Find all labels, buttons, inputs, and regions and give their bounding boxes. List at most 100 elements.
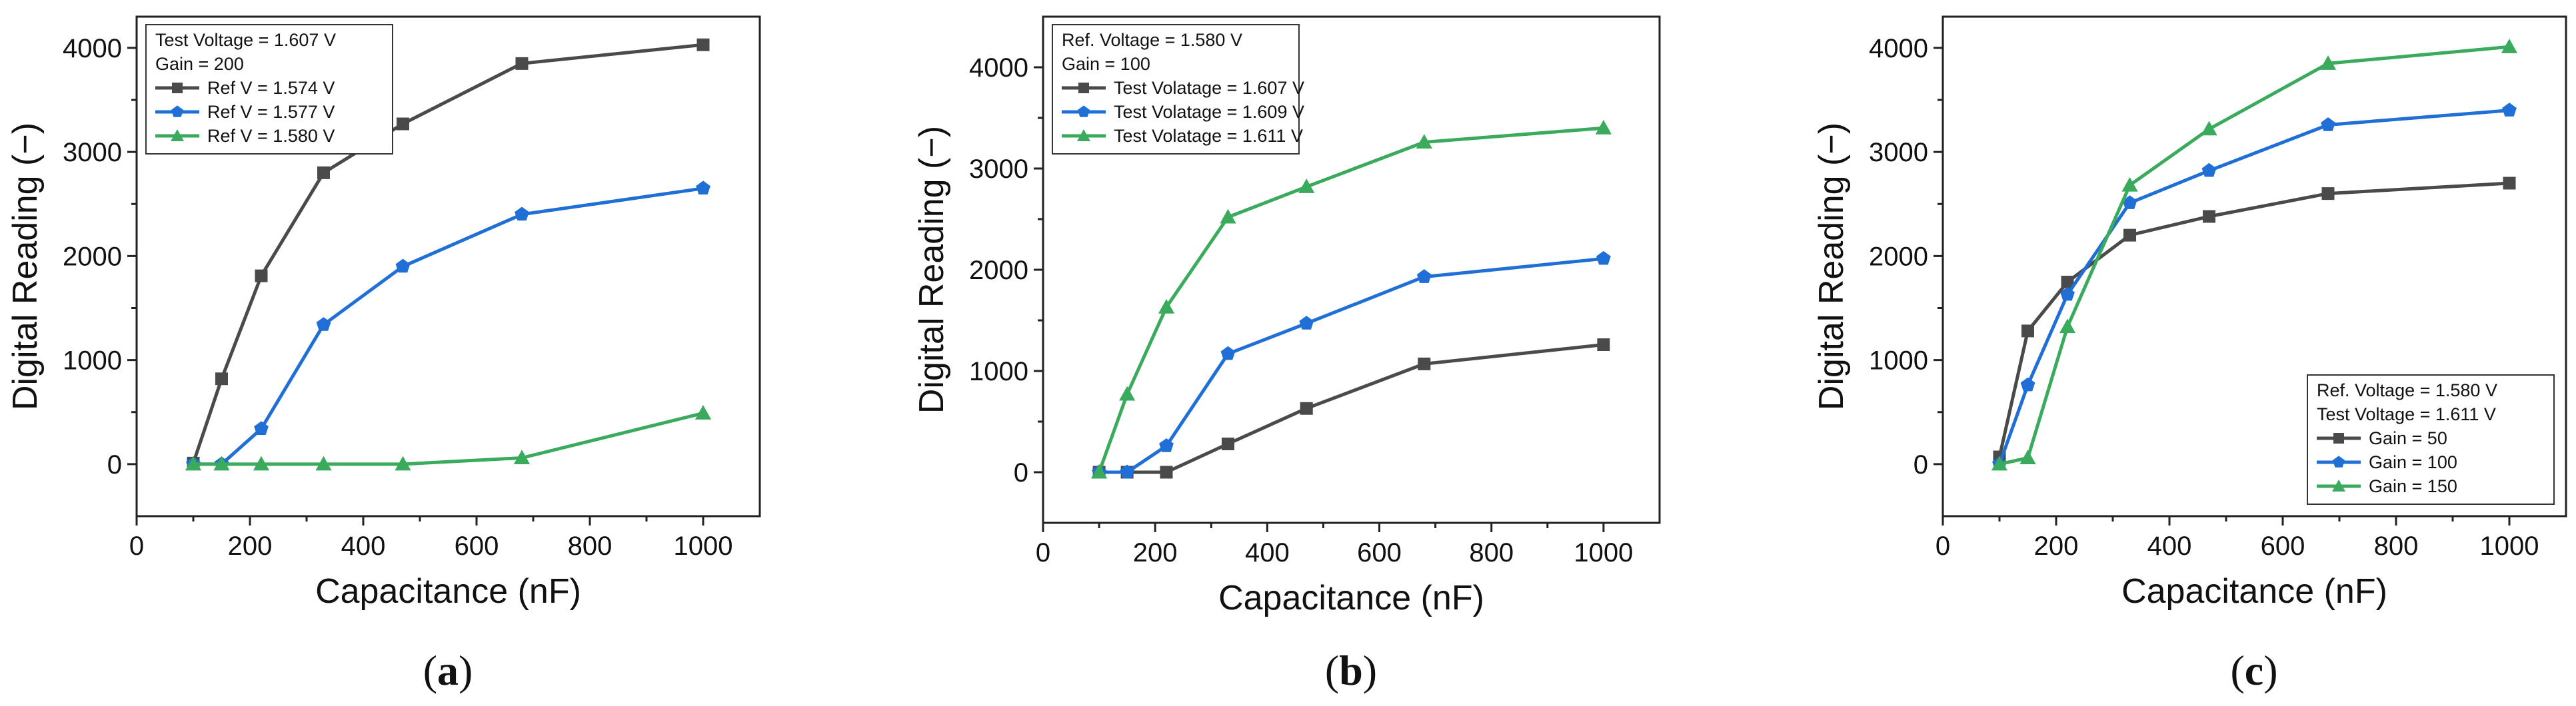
legend-swatch-marker [2333,433,2344,444]
chart-panel-b: 0 200 400 600 800 1000 0 1000 2000 3000 4000 Capaci… [912,15,1661,694]
series-line-3 [193,411,704,466]
x-tick-label: 1000 [674,531,733,561]
y-tick-label: 3000 [1869,138,1928,167]
y-axis-title: Digital Reading (−) [6,123,45,410]
x-tick-label: 800 [568,531,613,561]
data-point [2321,117,2335,131]
y-axis-title: Digital Reading (−) [1812,123,1851,410]
plot-frame [135,15,761,518]
x-tick-label: 200 [228,531,273,561]
x-tick-label: 200 [1133,538,1178,567]
data-point [1300,402,1313,415]
data-point [2020,377,2035,392]
data-point [1119,386,1136,401]
data-point [1159,438,1174,452]
data-point [694,405,712,420]
legend-entry-3: Test Volatage = 1.611 V [1114,126,1303,146]
y-tick-label: 0 [1914,450,1928,480]
data-point [1991,456,2008,471]
x-tick-label: 600 [455,531,499,561]
legend-entry-2: Ref V = 1.577 V [207,102,335,122]
legend-entry-2: Test Volatage = 1.609 V [1114,102,1304,122]
series-line-1 [1099,343,1604,474]
series-line-2 [193,186,704,466]
legend-header: Gain = 100 [1062,54,1150,74]
data-point [1160,466,1173,479]
data-point [395,456,411,471]
legend-entry-3: Ref V = 1.580 V [207,126,335,146]
legend-swatch-marker [171,105,184,117]
legend-entry-1: Ref V = 1.574 V [207,78,335,98]
x-tick-label: 800 [2374,531,2419,561]
legend-header: Gain = 200 [155,54,244,74]
x-tick-label: 0 [129,531,144,561]
x-axis-title: Capacitance (nF) [2121,572,2387,611]
series-line-2 [1099,256,1604,474]
chart-panel-a: 0 200 400 600 800 1000 0 1000 2000 3000 4000 Capaci… [6,15,761,694]
data-point [185,456,202,471]
data-point [253,456,270,471]
data-point [2123,228,2136,242]
plot-frame [1941,15,2567,518]
data-point [2501,39,2518,53]
data-point [515,206,529,221]
data-point [1299,316,1314,330]
x-tick-label: 400 [341,531,386,561]
x-tick-label: 800 [1469,538,1514,567]
y-tick-label: 2000 [1869,242,1928,271]
data-point [316,317,331,331]
data-point [1418,357,1431,370]
data-point [2201,163,2217,177]
y-tick-label: 0 [1014,458,1028,488]
data-point [1158,298,1175,314]
legend-header: Ref. Voltage = 1.580 V [2317,380,2497,400]
data-point [2201,121,2217,136]
data-point [1298,178,1315,193]
y-tick-label: 2000 [63,242,122,271]
data-point [315,456,332,471]
data-point [397,117,409,131]
y-tick-label: 3000 [969,155,1028,184]
data-point [2321,187,2335,200]
legend-swatch-marker [172,83,183,93]
legend-header: Test Voltage = 1.611 V [2317,404,2496,424]
panel-label: (a) [423,647,473,694]
data-point [395,258,411,273]
y-tick-label: 4000 [969,53,1028,83]
data-point [1090,464,1108,479]
x-tick-label: 400 [2147,531,2192,561]
legend-swatch-marker [1078,83,1089,93]
x-axis-title: Capacitance (nF) [1218,579,1484,617]
y-tick-label: 2000 [969,256,1028,285]
data-point [696,38,710,51]
chart-panel-c: 0 200 400 600 800 1000 0 1000 2000 3000 4000 Capaci… [1812,15,2567,694]
x-tick-label: 200 [2034,531,2079,561]
data-point [515,57,529,70]
data-point [1416,269,1432,283]
data-point [696,180,710,194]
series-line-3 [1097,126,1604,473]
data-point [1597,338,1610,351]
y-tick-label: 1000 [1869,346,1928,376]
panel-label: (c) [2230,647,2277,694]
legend-entry-1: Test Volatage = 1.607 V [1114,78,1304,98]
data-point [215,372,228,386]
data-point [213,456,230,471]
panel-label: (b) [1325,647,1377,694]
data-point [2059,318,2076,334]
legend-header: Ref. Voltage = 1.580 V [1062,30,1242,50]
data-point [2503,176,2516,190]
y-tick-label: 1000 [969,357,1028,386]
data-point [1220,208,1236,224]
x-tick-label: 1000 [1574,538,1633,567]
y-tick-label: 3000 [63,138,122,167]
data-point [2502,103,2517,117]
data-point [2019,450,2036,464]
data-point [1222,437,1234,450]
y-tick-label: 4000 [63,34,122,63]
y-tick-label: 0 [107,450,122,480]
data-point [317,166,330,179]
legend-header: Test Voltage = 1.607 V [155,30,336,50]
legend-entry-1: Gain = 50 [2369,428,2447,448]
